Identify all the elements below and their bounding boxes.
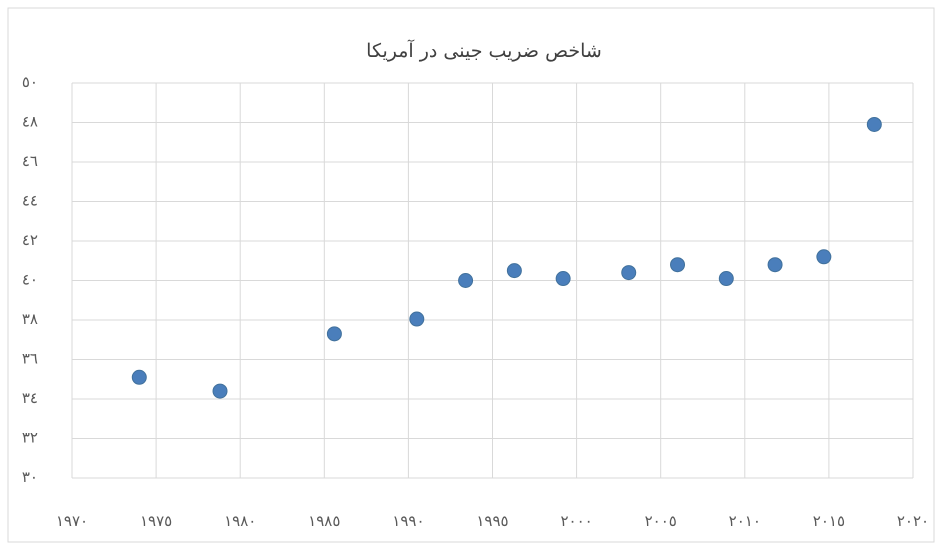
- point: [816, 249, 832, 265]
- y-tick-label: ٤٠: [22, 271, 38, 289]
- point: [866, 116, 882, 132]
- point: [212, 383, 228, 399]
- chart-title: شاخص ضریب جینی در آمریکا: [366, 39, 602, 62]
- x-tick-label: ٢٠٢٠: [897, 512, 929, 530]
- x-tick-label: ١٩٨٠: [224, 512, 256, 530]
- y-tick-label: ٣٦: [22, 350, 38, 368]
- y-tick-label: ٤٦: [22, 152, 38, 170]
- x-tick-label: ١٩٧٠: [56, 512, 88, 530]
- chart-border: [7, 7, 935, 543]
- y-tick-label: ٤٤: [22, 192, 38, 210]
- point: [718, 271, 734, 287]
- point: [326, 326, 342, 342]
- y-tick-label: ٤٨: [22, 113, 38, 131]
- point: [131, 369, 147, 385]
- x-tick-label: ١٩٨٥: [308, 512, 340, 530]
- x-tick-label: ١٩٧٥: [140, 512, 172, 530]
- x-tick-label: ٢٠١٠: [729, 512, 761, 530]
- y-tick-label: ٥٠: [22, 73, 38, 91]
- y-tick-label: ٣٢: [22, 429, 38, 447]
- point: [506, 263, 522, 279]
- point: [621, 265, 637, 281]
- y-tick-label: ٤٢: [22, 231, 38, 249]
- point: [458, 273, 474, 288]
- point: [767, 257, 783, 273]
- x-tick-label: ٢٠٠٥: [645, 512, 677, 530]
- point: [409, 311, 425, 327]
- y-tick-label: ٣٨: [22, 310, 38, 328]
- x-tick-label: ١٩٩٥: [476, 512, 508, 530]
- y-tick-label: ٣٤: [22, 389, 38, 407]
- x-tick-label: ٢٠٠٠: [560, 512, 592, 530]
- point: [555, 271, 571, 287]
- y-tick-label: ٣٠: [22, 468, 38, 486]
- point: [670, 257, 686, 273]
- x-tick-label: ١٩٩٠: [392, 512, 424, 530]
- x-tick-label: ٢٠١٥: [813, 512, 845, 530]
